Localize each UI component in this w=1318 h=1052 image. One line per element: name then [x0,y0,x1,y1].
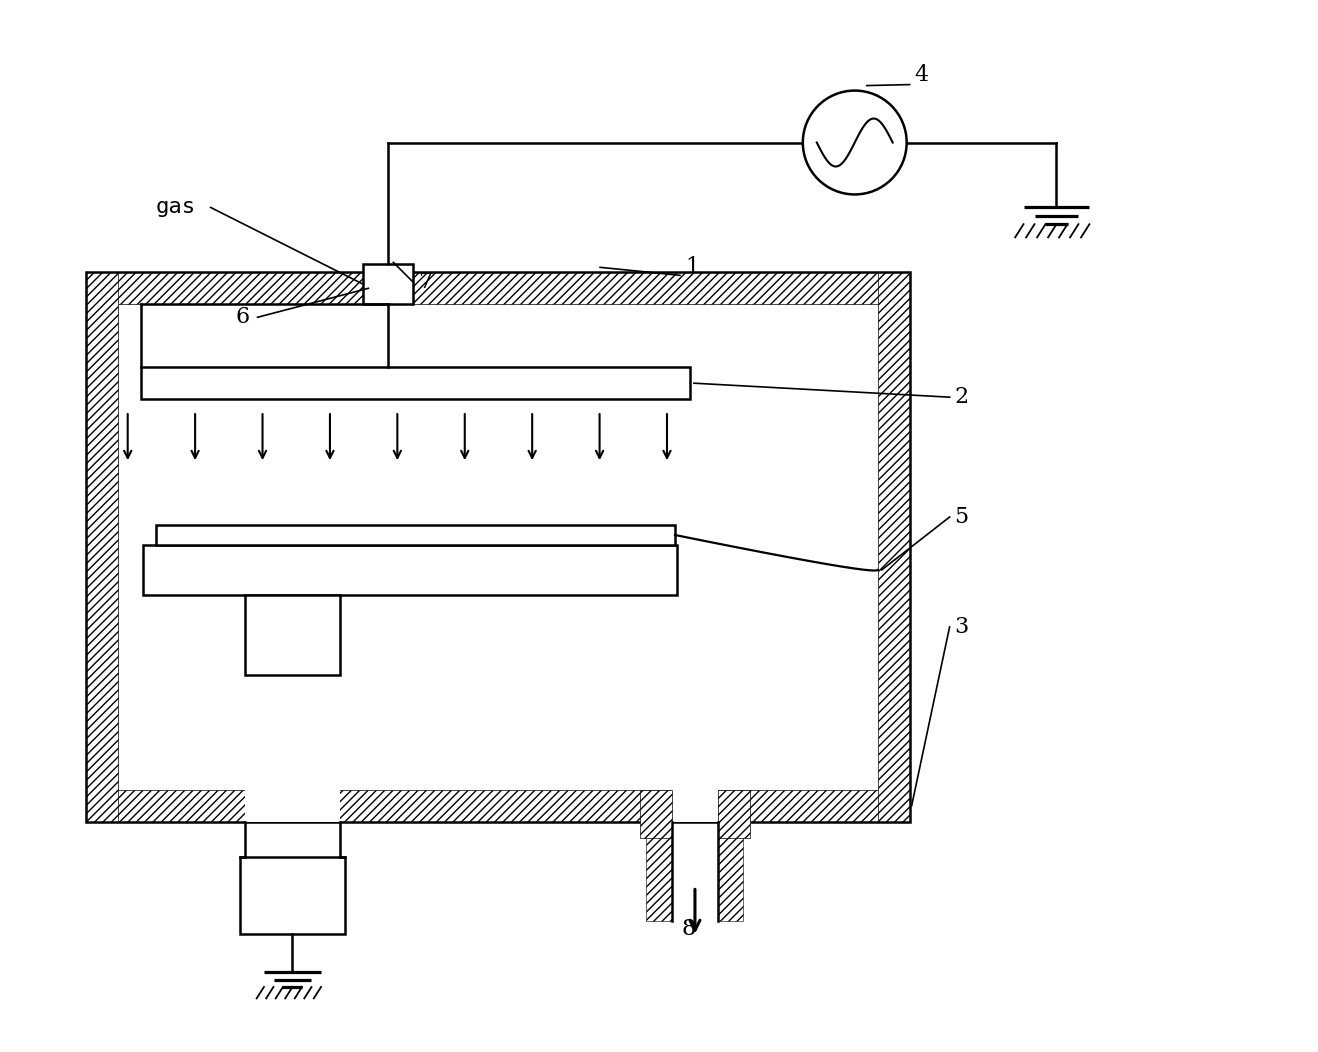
Bar [878,272,909,822]
Bar [142,545,677,595]
Bar [718,790,750,837]
Bar [240,856,345,934]
Text: 8: 8 [681,918,696,940]
Circle shape [803,90,907,195]
Bar [141,367,689,399]
Text: 2: 2 [954,386,969,408]
Bar [86,790,909,822]
Bar [364,264,414,304]
Bar [245,595,340,674]
Bar [718,822,743,922]
Bar [86,272,117,822]
Text: 3: 3 [954,615,969,638]
Bar [245,790,340,822]
Text: 4: 4 [915,63,929,85]
Text: 6: 6 [236,306,249,328]
Text: 5: 5 [954,506,969,528]
Bar [156,525,675,545]
Text: 7: 7 [418,271,432,294]
Bar [641,790,672,837]
Bar [86,272,909,822]
Bar [672,790,718,822]
Bar [646,822,672,922]
Text: gas: gas [156,198,196,218]
Text: 1: 1 [685,257,699,279]
Bar [86,272,909,304]
